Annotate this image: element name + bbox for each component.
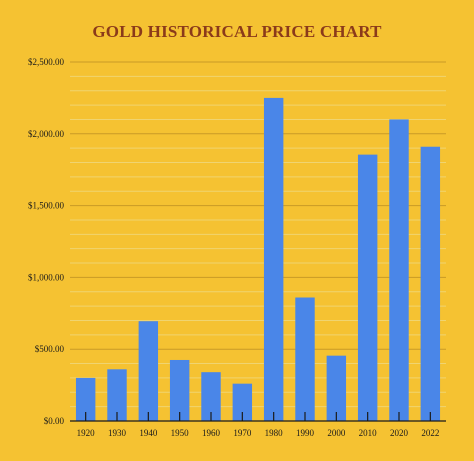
x-tick-label: 1960	[202, 428, 221, 438]
bar-2010	[357, 154, 378, 421]
bar-1950	[169, 359, 190, 421]
x-tick-label: 1980	[265, 428, 284, 438]
y-tick-label: $1,500.00	[28, 201, 65, 211]
bar-1970	[232, 383, 253, 421]
bars	[75, 97, 441, 422]
axes	[70, 412, 446, 422]
bar-2000	[326, 355, 347, 421]
x-tick-label: 2010	[359, 428, 378, 438]
x-tick-label: 1970	[233, 428, 252, 438]
tick-labels: $0.00 $500.00 $1,000.00 $1,500.00 $2,000.00 $…	[28, 57, 439, 438]
y-tick-label: $2,000.00	[28, 129, 65, 139]
bar-1930	[107, 369, 127, 421]
x-tick-label: 1950	[171, 428, 190, 438]
chart-title: GOLD HISTORICAL PRICE CHART	[92, 22, 382, 41]
bar-2020	[389, 119, 409, 421]
grid-lines	[70, 61, 446, 408]
x-tick-label: 1920	[77, 428, 96, 438]
x-tick-label: 1930	[108, 428, 127, 438]
y-tick-label: $500.00	[35, 344, 65, 354]
bar-1920	[75, 377, 96, 421]
y-tick-label: $2,500.00	[28, 57, 65, 67]
bar-1960	[201, 372, 221, 421]
bar-1940	[138, 321, 159, 421]
x-tick-label: 2022	[421, 428, 439, 438]
bar-1980	[263, 97, 284, 422]
x-tick-label: 2000	[327, 428, 346, 438]
x-tick-label: 1990	[296, 428, 315, 438]
y-tick-label: $1,000.00	[28, 272, 65, 282]
bar-1990	[295, 297, 315, 421]
x-tick-label: 2020	[390, 428, 409, 438]
y-tick-label: $0.00	[44, 416, 65, 426]
x-tick-label: 1940	[139, 428, 158, 438]
bar-2022	[420, 146, 441, 421]
